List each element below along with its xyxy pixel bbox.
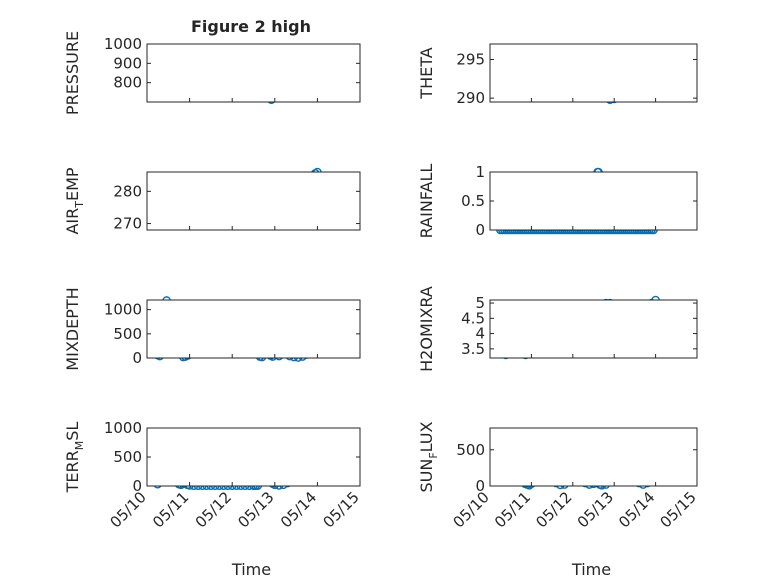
y-tick-label: 1000 bbox=[104, 301, 142, 319]
x-tick-label: 05/13 bbox=[574, 488, 617, 531]
y-tick-label: 3.5 bbox=[461, 340, 485, 358]
y-tick-label: 500 bbox=[113, 448, 142, 466]
y-tick-label: 0 bbox=[132, 349, 142, 367]
y-axis-title: PRESSURE bbox=[63, 31, 82, 115]
y-axis-title: RAINFALL bbox=[417, 164, 436, 239]
figure-title: Figure 2 high bbox=[191, 17, 311, 36]
axes-frame bbox=[146, 171, 361, 231]
axes-frame bbox=[489, 427, 698, 487]
axes-frame bbox=[146, 43, 361, 103]
x-tick-label: 05/13 bbox=[234, 488, 277, 531]
y-axis-title: TERRMSL bbox=[63, 422, 86, 494]
subplot-3: 270 280 AIRTEMP bbox=[63, 167, 361, 235]
subplot-2: 290 295 THETA bbox=[417, 43, 698, 107]
y-axis-title: H2OMIXRA bbox=[417, 286, 436, 372]
subplot-6: 3.544.55 H2OMIXRA bbox=[417, 286, 698, 372]
y-axis-title: THETA bbox=[417, 47, 436, 99]
axes-frame bbox=[146, 299, 361, 359]
axes-frame bbox=[146, 427, 361, 487]
x-tick-label: 05/11 bbox=[149, 488, 192, 531]
x-tick-label: 05/15 bbox=[320, 488, 363, 531]
subplot-7: 0 500 1000 05/10 05/11 05/12 05/13 05/14 05/15 Ti… bbox=[63, 419, 363, 579]
subplot-4: 0 0.5 1 RAINFALL bbox=[417, 163, 698, 239]
x-tick-label: 05/12 bbox=[532, 488, 575, 531]
y-tick-label: 0 bbox=[475, 477, 485, 495]
x-tick-label: 05/15 bbox=[657, 488, 700, 531]
axes-frame bbox=[489, 299, 698, 359]
y-axis-title: SUNFLUX bbox=[417, 421, 440, 492]
y-tick-label: 270 bbox=[113, 215, 142, 233]
y-tick-label: 0 bbox=[132, 477, 142, 495]
y-tick-label: 800 bbox=[113, 74, 142, 92]
y-tick-label: 500 bbox=[456, 441, 485, 459]
y-tick-label: 1 bbox=[475, 163, 485, 181]
y-tick-label: 5 bbox=[475, 294, 485, 312]
y-tick-label: 900 bbox=[113, 54, 142, 72]
x-tick-label: 05/10 bbox=[450, 488, 493, 531]
subplot-5: 0 500 1000 MIXDEPTH bbox=[63, 287, 361, 371]
y-tick-label: 1000 bbox=[104, 419, 142, 437]
y-tick-label: 4.5 bbox=[461, 309, 485, 327]
y-tick-label: 500 bbox=[113, 325, 142, 343]
x-tick-label: 05/11 bbox=[491, 488, 534, 531]
y-axis-title: MIXDEPTH bbox=[63, 287, 82, 370]
y-tick-label: 1000 bbox=[104, 35, 142, 53]
x-tick-label: 05/14 bbox=[277, 488, 320, 531]
y-axis-title: AIRTEMP bbox=[63, 167, 86, 234]
x-tick-label: 05/14 bbox=[615, 488, 658, 531]
y-tick-label: 290 bbox=[456, 89, 485, 107]
y-tick-label: 280 bbox=[113, 182, 142, 200]
y-tick-label: 4 bbox=[475, 325, 485, 343]
x-axis-title: Time bbox=[231, 560, 271, 579]
y-tick-label: 0 bbox=[475, 221, 485, 239]
y-tick-label: 295 bbox=[456, 50, 485, 68]
x-tick-label: 05/10 bbox=[107, 488, 150, 531]
x-tick-label: 05/12 bbox=[192, 488, 235, 531]
x-axis-title: Time bbox=[571, 560, 611, 579]
y-tick-label: 0.5 bbox=[461, 192, 485, 210]
axes-frame bbox=[489, 43, 698, 103]
axes-frame bbox=[489, 171, 698, 231]
